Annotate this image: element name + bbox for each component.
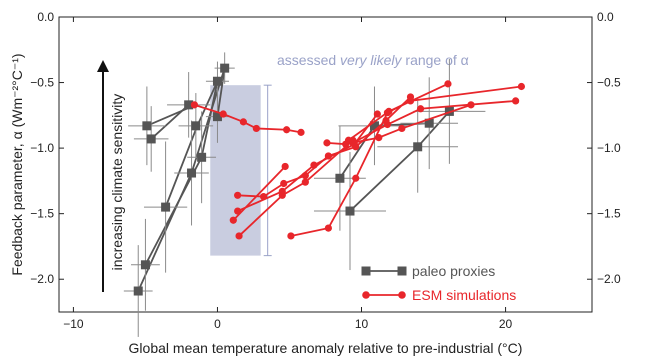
esm-simulation-point bbox=[252, 124, 260, 133]
esm-simulation-point bbox=[398, 124, 406, 133]
legend-label: paleo proxies bbox=[412, 263, 495, 279]
y-tick-label-left: −0.5 bbox=[30, 76, 54, 90]
legend-label: ESM simulations bbox=[412, 287, 516, 303]
esm-simulation-point bbox=[517, 82, 526, 91]
paleo-proxy-line bbox=[216, 68, 226, 117]
esm-simulation-point bbox=[512, 97, 520, 105]
esm-simulation-point bbox=[281, 162, 289, 171]
assessed-range-label-prefix: assessed bbox=[277, 52, 340, 68]
sensitivity-arrow-label: increasing climate sensitivity bbox=[109, 94, 125, 271]
esm-simulation-point bbox=[323, 139, 331, 147]
paleo-proxy-marker bbox=[142, 121, 152, 131]
esm-simulation-point bbox=[239, 118, 247, 126]
paleo-proxy-marker bbox=[220, 63, 230, 73]
climate-sensitivity-arrow-layer: increasing climate sensitivity bbox=[97, 60, 125, 292]
legend-marker-square bbox=[397, 266, 407, 276]
legend-marker-circle bbox=[362, 291, 370, 299]
legend-marker-square bbox=[361, 266, 371, 276]
esm-simulations-layer bbox=[190, 80, 526, 240]
paleo-proxy-marker bbox=[161, 202, 171, 212]
axis-labels-layer: Global mean temperature anomaly relative… bbox=[9, 53, 522, 356]
paleo-proxy-marker bbox=[184, 100, 194, 110]
esm-simulation-point bbox=[352, 174, 360, 182]
paleo-proxy-marker bbox=[413, 142, 423, 152]
paleo-proxy-marker bbox=[424, 118, 434, 128]
esm-simulation-point bbox=[190, 101, 199, 109]
paleo-proxy-marker bbox=[212, 76, 222, 86]
esm-simulation-point bbox=[280, 179, 288, 188]
y-tick-label-right: −2.0 bbox=[597, 272, 621, 286]
esm-simulation-point bbox=[406, 93, 415, 101]
paleo-proxy-marker bbox=[187, 168, 197, 178]
paleo-proxy-marker bbox=[369, 121, 379, 131]
legend: paleo proxies ESM simulations bbox=[361, 263, 516, 303]
assessed-range-label: assessed very likely range of α bbox=[277, 52, 469, 68]
esm-simulation-point bbox=[234, 191, 242, 199]
legend-marker-circle bbox=[398, 291, 406, 299]
y-tick-label-right: 0.0 bbox=[597, 10, 614, 24]
esm-simulation-line bbox=[290, 85, 522, 237]
y-tick-label-left: −2.0 bbox=[30, 272, 54, 286]
paleo-proxy-marker bbox=[140, 260, 150, 270]
esm-simulation-point bbox=[287, 232, 295, 240]
y-tick-label-left: −1.0 bbox=[30, 141, 54, 155]
paleo-proxy-marker bbox=[345, 206, 355, 216]
esm-simulation-point bbox=[324, 224, 332, 232]
esm-simulation-point bbox=[373, 110, 381, 118]
esm-simulation-point bbox=[283, 126, 291, 134]
paleo-proxy-marker bbox=[133, 286, 143, 296]
esm-simulation-point bbox=[278, 191, 286, 199]
x-tick-label: −10 bbox=[63, 317, 84, 331]
plot-border bbox=[58, 16, 593, 313]
esm-simulation-point bbox=[349, 136, 357, 144]
assessed-range-label-italic: very likely bbox=[340, 52, 402, 68]
paleo-proxy-marker bbox=[146, 134, 156, 144]
y-axis-label: Feedback parameter, α (Wm⁻²°C⁻¹) bbox=[9, 53, 25, 275]
paleo-proxy-marker bbox=[197, 152, 207, 162]
esm-simulation-point bbox=[235, 232, 243, 240]
x-tick-label: 10 bbox=[355, 317, 369, 331]
esm-simulation-line bbox=[232, 165, 286, 221]
esm-simulation-point bbox=[297, 128, 305, 136]
y-tick-label-right: −0.5 bbox=[597, 76, 621, 90]
esm-simulation-point bbox=[416, 105, 425, 113]
x-tick-label: 0 bbox=[214, 317, 221, 331]
sensitivity-arrow-head bbox=[97, 60, 109, 72]
esm-simulation-point bbox=[444, 80, 452, 88]
x-axis-label: Global mean temperature anomaly relative… bbox=[129, 340, 523, 356]
paleo-proxy-marker bbox=[335, 173, 345, 183]
esm-simulation-point bbox=[219, 110, 227, 118]
y-tick-label-left: −1.5 bbox=[30, 207, 54, 221]
esm-simulation-point bbox=[310, 161, 318, 169]
esm-simulation-point bbox=[301, 178, 309, 186]
paleo-proxy-marker bbox=[212, 112, 222, 122]
esm-simulation-point bbox=[383, 109, 392, 117]
x-tick-label: 20 bbox=[499, 317, 513, 331]
esm-simulation-line bbox=[238, 139, 354, 237]
y-tick-label-right: −1.5 bbox=[597, 207, 621, 221]
paleo-proxy-marker bbox=[191, 121, 201, 131]
y-tick-label-right: −1.0 bbox=[597, 141, 621, 155]
esm-simulation-point bbox=[229, 216, 237, 224]
plot-frame: −10 0 10 20 0.0 0.0 −0.5 −0.5 −1.0 −1.0 −1.5 −1.5 −2… bbox=[30, 10, 621, 331]
y-tick-label-left: 0.0 bbox=[37, 10, 54, 24]
assessed-range-label-suffix: range of α bbox=[402, 52, 469, 68]
esm-simulation-point bbox=[382, 116, 390, 125]
